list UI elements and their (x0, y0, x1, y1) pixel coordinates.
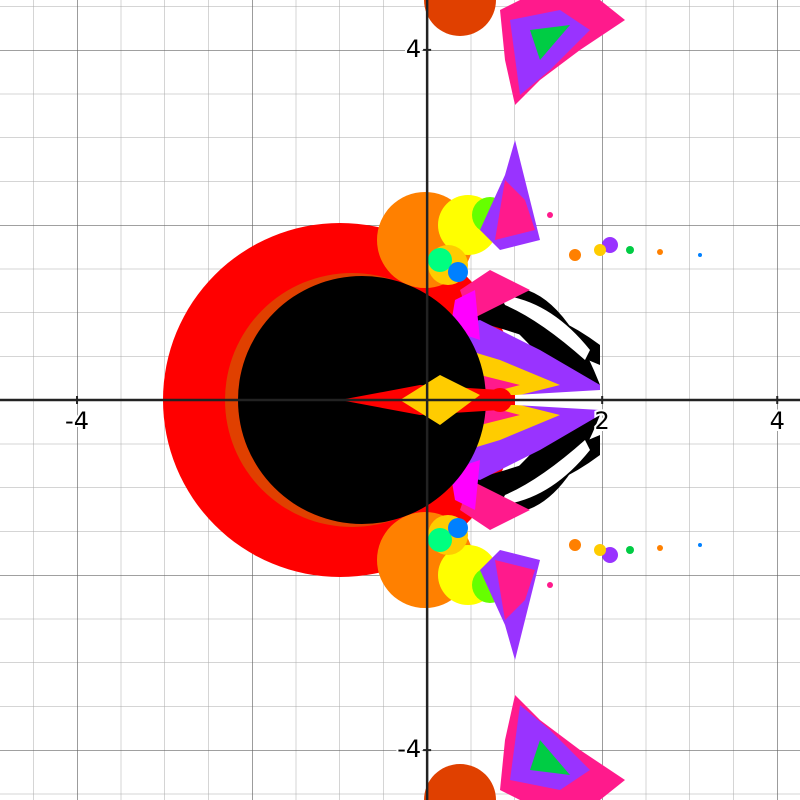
x-tick-label: -4 (65, 407, 89, 435)
x-tick-label: 2 (595, 407, 610, 435)
y-tick-label: 4 (406, 35, 421, 63)
y-tick-label: -4 (397, 735, 421, 763)
x-tick-label: 4 (770, 407, 785, 435)
